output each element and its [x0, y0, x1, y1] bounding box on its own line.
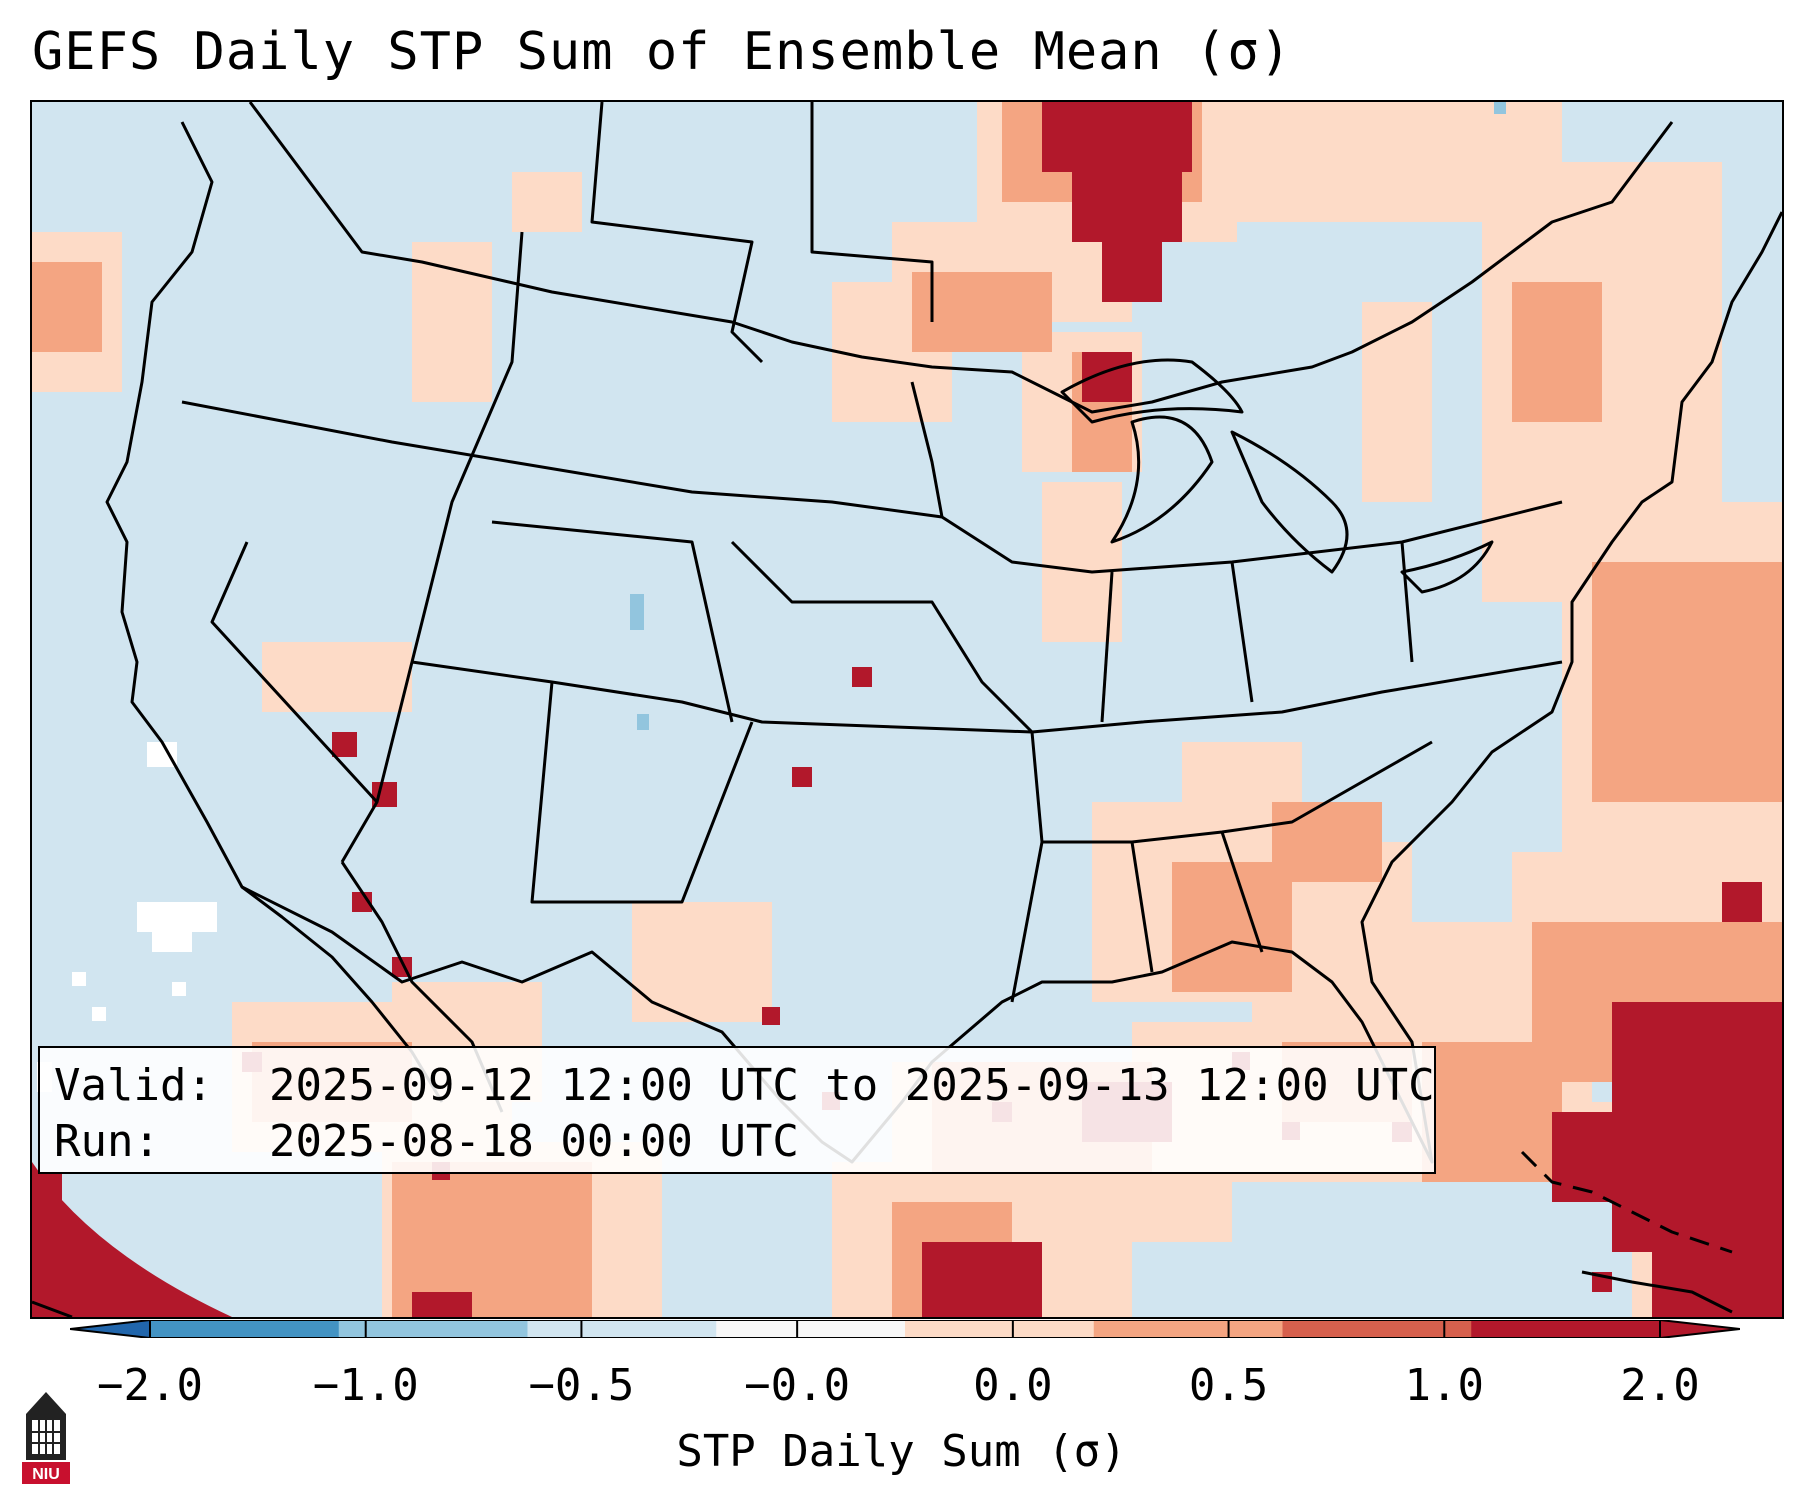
run-label: Run: — [54, 1116, 160, 1167]
map-panel — [30, 100, 1784, 1319]
logo-text: NIU — [32, 1466, 60, 1483]
colorbar-under-arrow — [70, 1320, 150, 1338]
colorbar-tick-label: −1.0 — [312, 1360, 419, 1411]
anomaly-cells-negative — [630, 102, 1506, 730]
corner-edge-band — [32, 1162, 232, 1317]
colorbar-over-arrow — [1660, 1320, 1740, 1338]
colorbar-segment — [1471, 1320, 1661, 1338]
colorbar-tick-label: 0.5 — [1188, 1360, 1269, 1411]
colorbar-tick-label: −0.0 — [744, 1360, 851, 1411]
colorbar-tick-label: 2.0 — [1620, 1360, 1700, 1411]
colorbar-segment — [338, 1320, 528, 1338]
colorbar-segment — [1093, 1320, 1283, 1338]
colorbar-segment — [527, 1320, 717, 1338]
colorbar-segment — [716, 1320, 906, 1338]
run-value: 2025-08-18 00:00 UTC — [269, 1116, 799, 1167]
colorbar-segment — [1282, 1320, 1472, 1338]
chart-title: GEFS Daily STP Sum of Ensemble Mean (σ) — [32, 22, 1292, 82]
colorbar-segment — [150, 1320, 340, 1338]
run-row: Run: 2025-08-18 00:00 UTC — [54, 1114, 1420, 1170]
colorbar-segments — [150, 1320, 1661, 1338]
colorbar-tick-label: 0.0 — [973, 1360, 1053, 1411]
colorbar — [70, 1320, 1740, 1338]
colorbar-ticks — [149, 1320, 1661, 1338]
colorbar-tick-label: 1.0 — [1404, 1360, 1485, 1411]
info-box: Valid: 2025-09-12 12:00 UTC to 2025-09-13… — [38, 1046, 1436, 1174]
valid-value: 2025-09-12 12:00 UTC to 2025-09-13 12:00… — [269, 1060, 1435, 1111]
anomaly-cells-strong — [32, 102, 1782, 1317]
colorbar-segment — [905, 1320, 1095, 1338]
niu-logo-icon: NIU — [22, 1392, 70, 1484]
colorbar-label: STP Daily Sum (σ) — [676, 1426, 1127, 1477]
valid-label: Valid: — [54, 1060, 213, 1111]
valid-row: Valid: 2025-09-12 12:00 UTC to 2025-09-13… — [54, 1058, 1435, 1114]
colorbar-tick-label: −2.0 — [97, 1360, 203, 1411]
map-svg — [32, 102, 1782, 1317]
colorbar-tick-label: −0.5 — [528, 1360, 635, 1411]
